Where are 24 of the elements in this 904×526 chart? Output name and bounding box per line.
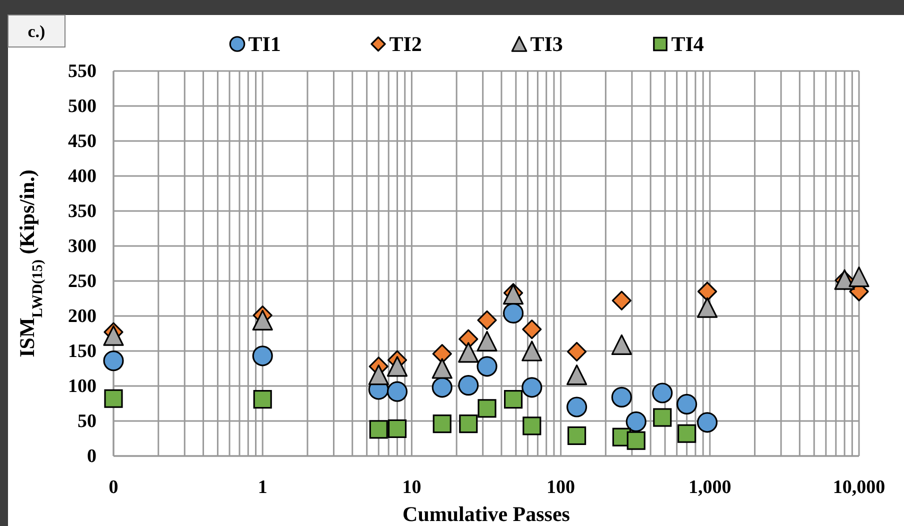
legend-label: TI4 — [671, 32, 704, 56]
y-tick-label: 100 — [68, 376, 96, 397]
legend-label: TI2 — [389, 32, 422, 56]
x-tick-label: 0 — [108, 477, 118, 498]
legend-label: TI3 — [530, 32, 563, 56]
x-tick-label: 1 — [258, 477, 268, 498]
x-tick-label: 10 — [402, 477, 422, 498]
y-tick-label: 300 — [68, 236, 96, 257]
y-tick-label: 50 — [78, 411, 96, 432]
chart-title: c.) — [28, 22, 46, 41]
y-tick-label: 550 — [68, 61, 96, 82]
x-tick-label: 10,000 — [832, 477, 886, 498]
y-tick-label: 450 — [68, 131, 96, 152]
y-tick-label: 350 — [68, 201, 96, 222]
y-tick-label: 500 — [68, 96, 96, 117]
x-tick-label: 100 — [546, 477, 576, 498]
y-tick-label: 0 — [87, 446, 96, 467]
y-tick-label: 250 — [68, 271, 96, 292]
x-axis-title: Cumulative Passes — [402, 502, 570, 526]
y-tick-label: 400 — [68, 166, 96, 187]
legend-label: TI1 — [248, 32, 281, 56]
y-tick-label: 150 — [68, 341, 96, 362]
x-tick-label: 1,000 — [688, 477, 732, 498]
y-tick-label: 200 — [68, 306, 96, 327]
